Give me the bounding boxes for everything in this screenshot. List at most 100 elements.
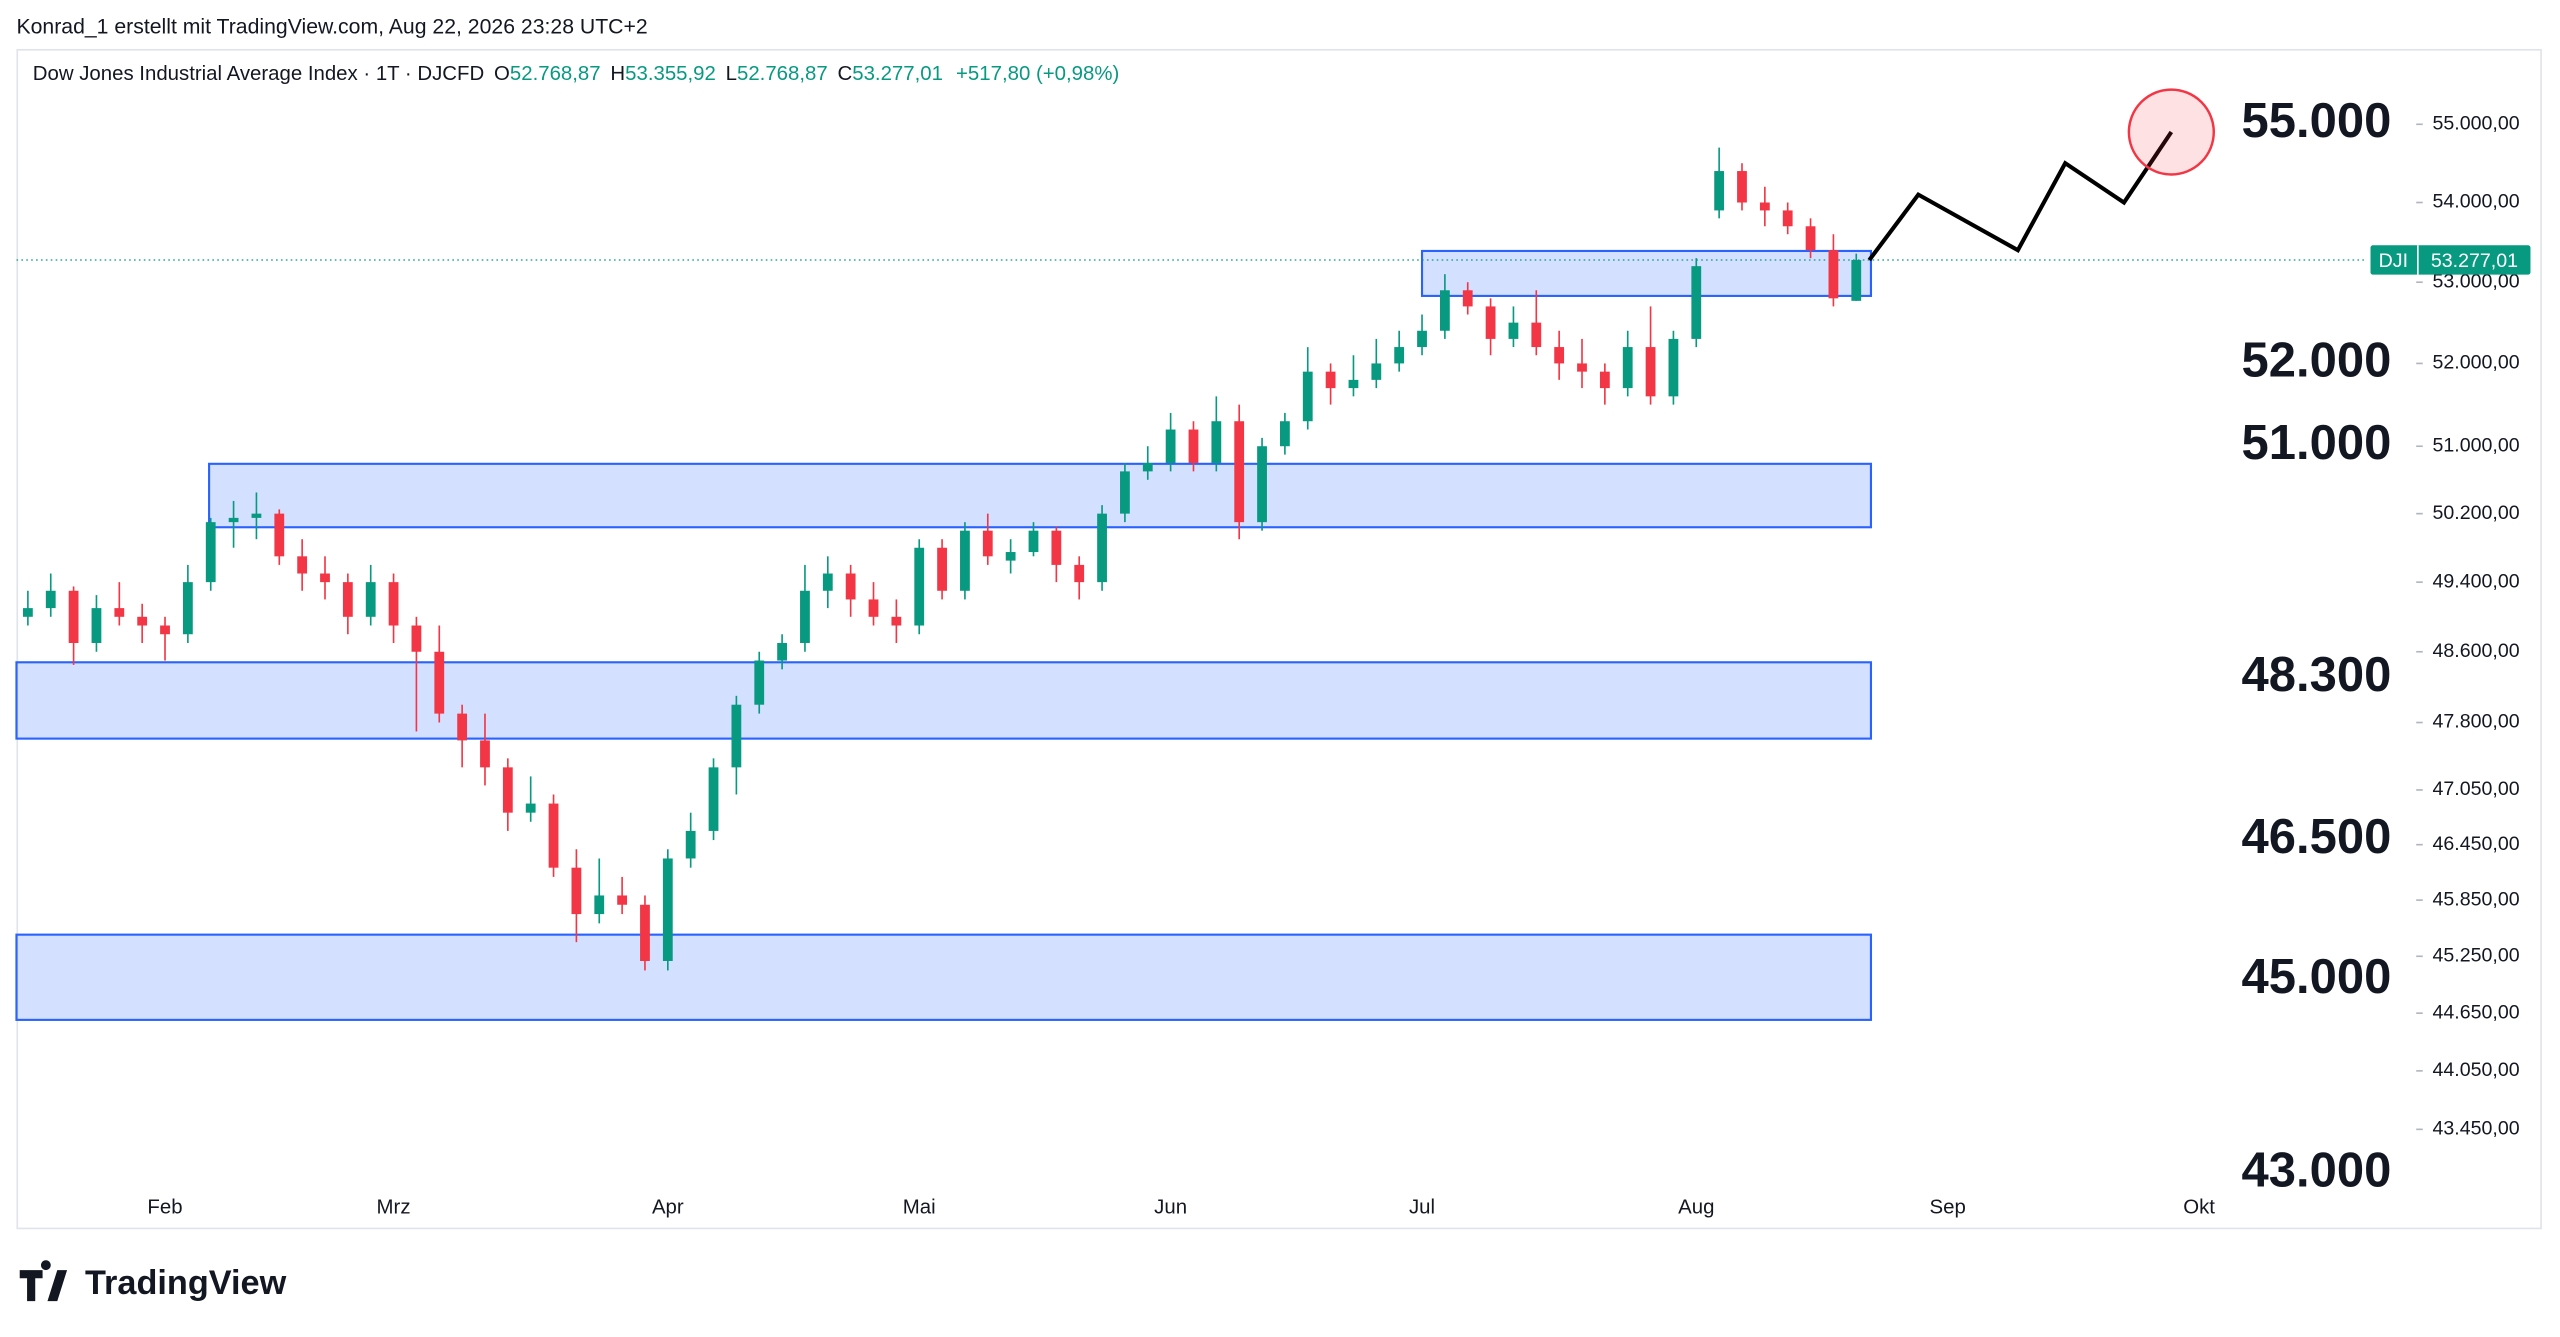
candle-body [182,582,193,635]
candle-body [800,590,810,643]
ohlc-value: 52.768,87 [737,63,828,85]
candle-body [982,530,993,557]
candle-body [205,522,216,583]
candle-body [1508,322,1519,339]
candle-body [708,767,719,831]
change: +517,80 (+0,98%) [956,63,1119,85]
candle-body [1805,226,1816,251]
candle-body [548,803,559,868]
candle-body [937,547,947,591]
level-label: 52.000 [2242,333,2392,387]
candle-body [365,582,376,617]
level-label: 51.000 [2242,416,2392,470]
candle-body [1599,371,1610,389]
candle-body [434,651,445,714]
candle-body [1325,371,1336,389]
candle-body [1417,330,1427,348]
candle-body [251,513,262,518]
candle-body [91,608,102,643]
ohlc-key: O [494,63,510,85]
candle-body [1645,347,1656,397]
y-tick-label: 55.000,00 [2433,112,2520,134]
y-tick-label: 43.450,00 [2433,1118,2520,1140]
level-label: 45.000 [2242,950,2392,1004]
candle-body [1554,347,1565,364]
projection-line [1867,130,2174,262]
candle-body [45,590,56,609]
legend: Dow Jones Industrial Average Index · 1T … [33,63,1119,85]
ohlc-value: 52.768,87 [510,63,601,85]
candle-body [1668,338,1679,397]
y-tick-label: 47.800,00 [2433,711,2520,733]
candle-body [1737,171,1747,203]
x-tick-label: Mai [903,1196,936,1218]
candle-body [68,590,79,643]
candle-body [1302,371,1313,422]
candle-body [1188,429,1199,463]
zone [15,661,1873,740]
candle-body [777,642,787,661]
candle-body [1280,421,1290,447]
target-circle [2127,88,2216,176]
candle-body [1759,202,1770,211]
ohlc-key: C [838,63,853,85]
candle-body [342,582,353,617]
candle-body [1531,322,1542,348]
candle-body [1714,171,1725,211]
candle-body [822,573,833,591]
candle-body [480,740,490,768]
candle-body [274,513,285,557]
ohlc-key: H [610,63,625,85]
y-tick-label: 45.850,00 [2433,888,2520,910]
candle-body [228,517,239,523]
candle-body [1462,290,1473,307]
candle-body [868,599,879,617]
x-tick-label: Jul [1409,1196,1435,1218]
panel-border [16,48,2542,1230]
level-label: 46.500 [2242,810,2392,864]
candle-body [1851,259,1862,301]
candle-body [1828,250,1839,299]
y-tick-label: 49.400,00 [2433,570,2520,592]
author-line: Konrad_1 erstellt mit TradingView.com, A… [16,15,647,38]
y-tick-label: 48.600,00 [2433,640,2520,662]
candle-body [160,625,170,635]
candle-body [685,830,696,859]
candle-body [1097,513,1107,583]
x-tick-label: Feb [147,1196,182,1218]
candle-body [1348,379,1359,389]
candle-body [525,803,536,813]
level-label: 48.300 [2242,648,2392,702]
level-label: 55.000 [2242,94,2392,148]
y-tick-label: 52.000,00 [2433,352,2520,374]
candle-body [640,904,650,961]
candle-body [1120,471,1130,514]
candle-body [1577,363,1587,372]
candle-body [617,895,628,905]
zone [208,462,1873,529]
x-tick-label: Aug [1678,1196,1714,1218]
ohlc-value: 53.355,92 [625,63,716,85]
candle-body [914,547,925,626]
candle-body [457,713,468,741]
candle-body [754,660,765,705]
level-label: 43.000 [2242,1144,2392,1198]
candle-body [1074,564,1085,583]
candle-body [571,867,582,915]
candle-body [662,858,673,961]
candle-body [960,530,970,591]
price-tag-bg [2370,245,2531,275]
candle-body [114,608,125,617]
price-tag-name: DJI [2379,250,2408,272]
candle-body [1257,446,1267,523]
y-tick-label: 44.050,00 [2433,1059,2520,1081]
candle-body [297,556,308,574]
x-tick-label: Mrz [377,1196,411,1218]
candle-body [845,573,856,600]
zone [1420,249,1873,297]
x-tick-label: Jun [1154,1196,1187,1218]
y-tick-label: 53.000,00 [2433,270,2520,292]
candle-body [1028,530,1039,553]
